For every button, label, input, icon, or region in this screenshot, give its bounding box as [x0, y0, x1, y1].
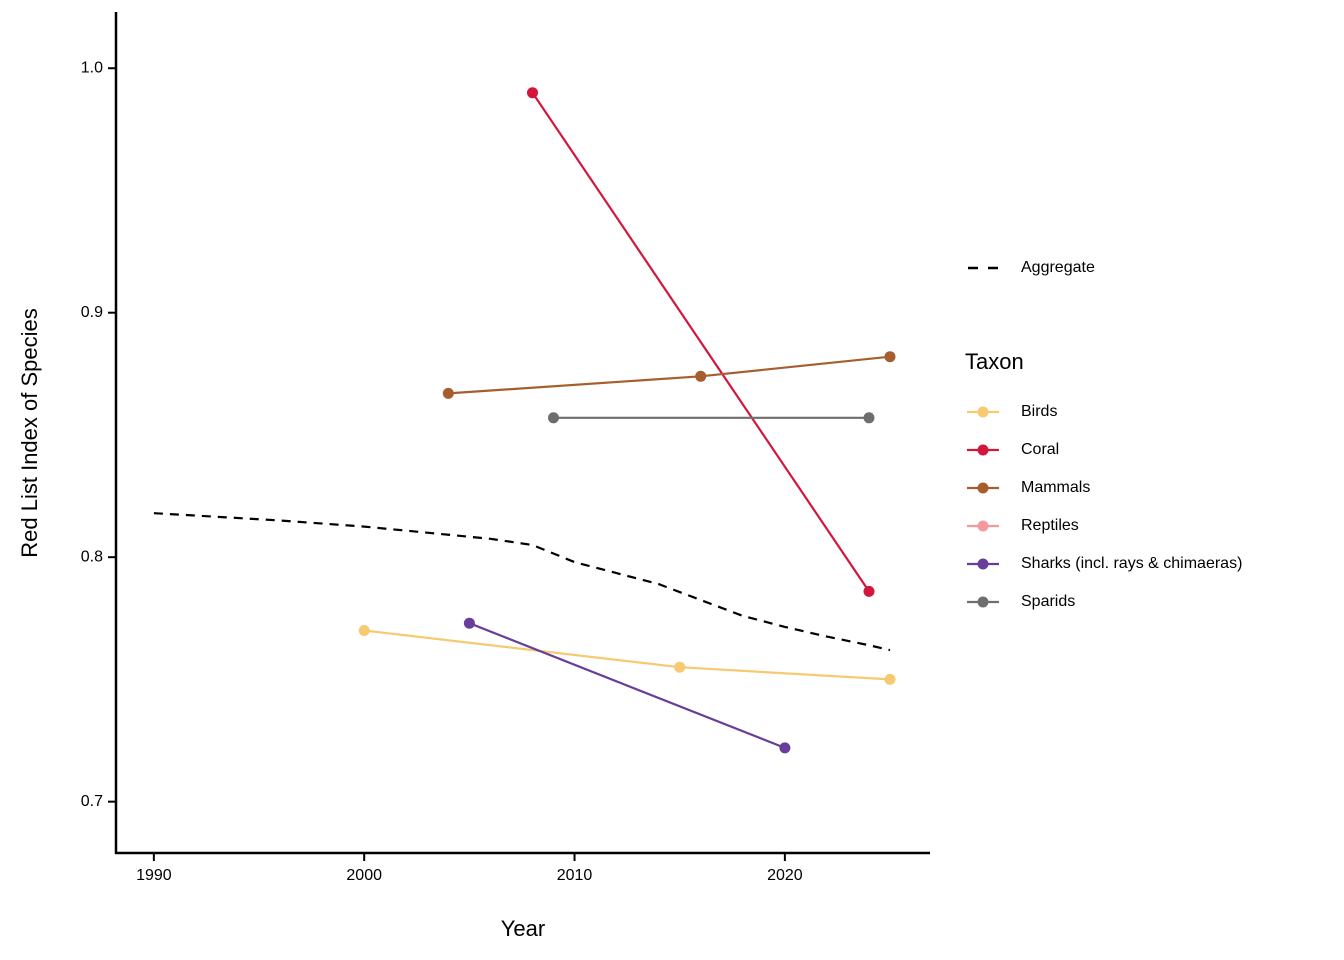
legend-label-reptiles: Reptiles: [1021, 517, 1079, 534]
legend-key-icon-coral: [967, 444, 999, 456]
legend-label-coral: Coral: [1021, 441, 1060, 458]
series-point-birds: [884, 673, 896, 685]
series-point-birds: [674, 661, 686, 673]
x-tick-label: 2000: [346, 867, 382, 884]
legend-key-icon-sharks: [967, 558, 999, 570]
legend-item-sparids: Sparids: [965, 583, 1340, 621]
legend-key-icon-reptiles: [967, 520, 999, 532]
legend-item-reptiles: Reptiles: [965, 507, 1340, 545]
series-point-mammals: [884, 351, 896, 363]
series-point-coral: [863, 585, 875, 597]
x-tick-label: 2010: [557, 867, 593, 884]
series-point-mammals: [695, 370, 707, 382]
series-line-sharks: [468, 622, 786, 749]
legend-label-birds: Birds: [1021, 403, 1058, 420]
series-line-coral: [531, 92, 870, 593]
series-point-sparids: [548, 412, 559, 424]
legend-item-sharks: Sharks (incl. rays & chimaeras): [965, 545, 1340, 583]
legend-key-icon-mammals: [967, 482, 999, 494]
y-tick-label: 0.9: [81, 304, 103, 321]
legend-label-sharks: Sharks (incl. rays & chimaeras): [1021, 555, 1243, 572]
y-tick-label: 0.7: [81, 793, 103, 810]
legend-label-aggregate: Aggregate: [1021, 259, 1095, 276]
legend-label-mammals: Mammals: [1021, 479, 1091, 496]
series-point-birds: [358, 625, 370, 636]
legend: Aggregate Taxon Birds Coral Mammals Reptile…: [965, 255, 1340, 621]
series-line-birds: [364, 629, 891, 681]
series-point-sparids: [863, 412, 875, 424]
legend-title-taxon: Taxon: [965, 349, 1024, 374]
y-tick-label: 1.0: [81, 60, 103, 77]
series-line-mammals: [448, 355, 891, 395]
y-axis-title: Red List Index of Species: [17, 308, 42, 558]
series-point-mammals: [442, 387, 454, 399]
series-point-sharks: [779, 742, 791, 754]
legend-key-icon-birds: [967, 406, 999, 418]
legend-key-icon-sparids: [967, 596, 999, 608]
aggregate-line: [153, 512, 891, 652]
legend-label-sparids: Sparids: [1021, 593, 1076, 610]
aggregate-dashed-line-icon: [968, 266, 998, 270]
legend-item-aggregate: Aggregate: [965, 255, 1340, 281]
y-tick-label: 0.8: [81, 549, 103, 566]
x-axis-title: Year: [500, 916, 546, 941]
x-tick-label: 2020: [767, 867, 803, 884]
legend-item-mammals: Mammals: [965, 469, 1340, 507]
legend-item-coral: Coral: [965, 431, 1340, 469]
series-point-sharks: [463, 617, 475, 629]
legend-item-birds: Birds: [965, 393, 1340, 431]
series-point-coral: [527, 87, 538, 99]
x-tick-label: 1990: [136, 867, 172, 884]
legend-items: Birds Coral Mammals Reptiles Sharks (incl. r…: [965, 393, 1340, 621]
